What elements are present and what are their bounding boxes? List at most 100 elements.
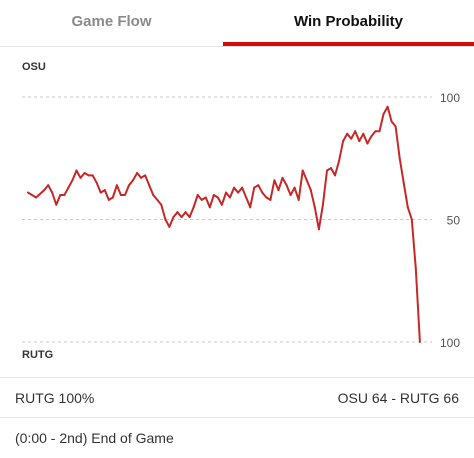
tab-bar: Game Flow Win Probability — [0, 0, 474, 47]
data-point — [212, 194, 215, 196]
data-point — [334, 174, 337, 177]
data-point — [309, 189, 312, 192]
data-point — [172, 216, 175, 219]
data-point — [418, 341, 421, 343]
data-point — [358, 140, 361, 143]
data-point — [249, 206, 252, 209]
data-point — [261, 191, 264, 194]
data-point — [115, 184, 118, 187]
data-point — [374, 130, 377, 133]
data-point — [107, 198, 110, 201]
data-point — [75, 169, 78, 172]
data-point — [91, 174, 94, 177]
data-point — [95, 181, 98, 184]
data-point — [123, 194, 126, 196]
data-point — [148, 184, 151, 187]
data-point — [317, 228, 320, 231]
data-point — [378, 130, 381, 133]
data-point — [253, 186, 256, 189]
data-point — [273, 179, 276, 182]
data-point — [196, 194, 199, 196]
data-point — [71, 179, 74, 182]
data-point — [83, 171, 86, 174]
data-point — [257, 184, 260, 187]
status-row: RUTG 100% OSU 64 - RUTG 66 — [0, 377, 474, 418]
data-point — [289, 194, 292, 196]
data-point — [297, 198, 300, 201]
data-point — [59, 194, 62, 196]
data-point — [301, 169, 304, 172]
data-point — [192, 206, 195, 209]
final-score: OSU 64 - RUTG 66 — [337, 390, 459, 406]
data-point — [386, 105, 389, 108]
data-point — [325, 169, 328, 172]
data-point — [79, 176, 82, 179]
bottom-team-label: RUTG — [22, 349, 53, 361]
data-point — [168, 225, 171, 228]
data-point — [321, 203, 324, 206]
data-point — [164, 218, 167, 221]
data-point — [220, 203, 223, 206]
data-point — [204, 196, 207, 199]
data-point — [281, 176, 284, 179]
data-point — [132, 179, 135, 182]
data-point — [47, 184, 50, 187]
data-point — [99, 191, 102, 194]
data-point — [293, 186, 296, 189]
data-point — [136, 171, 139, 174]
line-layer — [27, 105, 421, 343]
data-point — [63, 194, 66, 196]
data-point — [362, 132, 365, 135]
data-point — [35, 196, 38, 199]
data-point — [241, 186, 244, 189]
data-point — [370, 135, 373, 138]
data-point — [111, 196, 114, 199]
data-point — [277, 189, 280, 192]
data-point — [346, 132, 349, 135]
data-point — [144, 174, 147, 177]
data-point — [390, 120, 393, 123]
data-point — [208, 206, 211, 209]
tab-game-flow[interactable]: Game Flow — [71, 13, 152, 30]
data-point — [265, 196, 268, 199]
data-point — [55, 203, 58, 206]
data-point — [382, 113, 385, 116]
data-point — [410, 218, 413, 221]
data-point — [285, 184, 288, 187]
data-point — [414, 267, 417, 270]
data-point — [51, 191, 54, 194]
label-layer: 100 50 100 OSU RUTG — [22, 61, 460, 361]
data-point — [354, 130, 357, 133]
data-point — [342, 140, 345, 143]
win-probability-svg: 100 50 100 OSU RUTG — [22, 61, 460, 361]
data-point — [245, 196, 248, 199]
y-tick-label-1: 50 — [447, 214, 461, 228]
data-point — [229, 196, 231, 199]
grid-layer — [22, 96, 432, 343]
game-clock: (0:00 - 2nd) End of Game — [15, 430, 174, 446]
data-point — [224, 191, 227, 194]
data-point — [160, 203, 163, 206]
data-point — [180, 216, 183, 219]
y-tick-label-2: 100 — [440, 336, 460, 350]
data-point — [350, 137, 353, 140]
data-point — [43, 189, 46, 192]
game-clock-row: (0:00 - 2nd) End of Game — [0, 417, 474, 458]
data-point — [119, 194, 122, 196]
data-point — [156, 198, 159, 201]
data-point — [305, 179, 308, 182]
data-point — [398, 157, 401, 160]
data-point — [394, 125, 397, 128]
data-point — [269, 198, 272, 201]
tab-win-probability[interactable]: Win Probability — [293, 13, 404, 30]
data-point — [67, 186, 70, 189]
data-point — [176, 211, 179, 214]
data-point — [406, 206, 409, 209]
win-probability-chart: 100 50 100 OSU RUTG — [0, 46, 474, 376]
data-point — [216, 196, 219, 199]
y-tick-label-0: 100 — [440, 91, 460, 105]
data-point — [402, 181, 405, 184]
data-point — [27, 191, 29, 194]
win-percentage: RUTG 100% — [15, 390, 95, 406]
data-point — [152, 194, 155, 196]
